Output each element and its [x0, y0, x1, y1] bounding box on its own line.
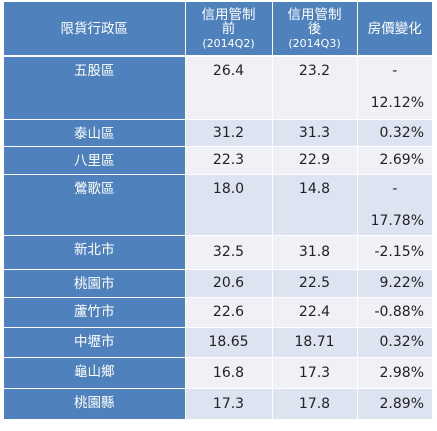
change-cell: -0.88% [357, 297, 432, 328]
before-cell: 22.3 [185, 146, 273, 175]
after-cell: 31.3 [272, 119, 358, 147]
after-cell: 18.71 [272, 327, 358, 358]
before-cell: 16.8 [185, 357, 273, 389]
district-cell: 八里區 [4, 146, 186, 175]
before-cell: 22.6 [185, 297, 273, 328]
table-row: 桃園市 20.6 22.5 9.22% [4, 269, 432, 298]
district-cell: 桃園市 [4, 269, 186, 298]
change-cell: 2.69% [357, 146, 432, 175]
district-cell: 蘆竹市 [4, 297, 186, 328]
district-cell: 龜山鄉 [4, 357, 186, 389]
after-cell: 17.3 [272, 357, 358, 389]
after-cell: 31.8 [272, 235, 358, 270]
table-row: 龜山鄉 16.8 17.3 2.98% [4, 357, 432, 389]
before-cell: 26.4 [185, 56, 273, 120]
table-row: 新北市 32.5 31.8 -2.15% [4, 235, 432, 270]
table-row: 桃園縣 17.3 17.8 2.89% [4, 388, 432, 420]
before-cell: 17.3 [185, 388, 273, 420]
table-row: 鶯歌區 18.0 14.8 - 17.78% [4, 174, 432, 236]
header-after: 信用管制 後 (2014Q3) [272, 2, 358, 57]
before-cell: 18.0 [185, 174, 273, 236]
district-cell: 泰山區 [4, 119, 186, 147]
after-cell: 22.9 [272, 146, 358, 175]
change-cell: 0.32% [357, 327, 432, 358]
header-change: 房價變化 [357, 2, 432, 57]
table-row: 中壢市 18.65 18.71 0.32% [4, 327, 432, 358]
table-row: 泰山區 31.2 31.3 0.32% [4, 119, 432, 147]
change-cell: - 12.12% [357, 56, 432, 120]
header-before: 信用管制 前 (2014Q2) [185, 2, 273, 57]
housing-price-table: 限貨行政區 信用管制 前 (2014Q2) 信用管制 後 (2014Q3) 房價… [4, 2, 432, 420]
change-cell: -2.15% [357, 235, 432, 270]
table-row: 五股區 26.4 23.2 - 12.12% [4, 56, 432, 120]
change-cell: 9.22% [357, 269, 432, 298]
district-cell: 五股區 [4, 56, 186, 120]
after-cell: 22.4 [272, 297, 358, 328]
after-cell: 17.8 [272, 388, 358, 420]
header-row: 限貨行政區 信用管制 前 (2014Q2) 信用管制 後 (2014Q3) 房價… [4, 2, 432, 57]
district-cell: 中壢市 [4, 327, 186, 358]
before-cell: 32.5 [185, 235, 273, 270]
before-cell: 18.65 [185, 327, 273, 358]
before-cell: 31.2 [185, 119, 273, 147]
change-cell: - 17.78% [357, 174, 432, 236]
district-cell: 鶯歌區 [4, 174, 186, 236]
table-row: 八里區 22.3 22.9 2.69% [4, 146, 432, 175]
after-cell: 22.5 [272, 269, 358, 298]
header-district: 限貨行政區 [4, 2, 186, 57]
district-cell: 新北市 [4, 235, 186, 270]
after-cell: 14.8 [272, 174, 358, 236]
after-cell: 23.2 [272, 56, 358, 120]
change-cell: 0.32% [357, 119, 432, 147]
table-row: 蘆竹市 22.6 22.4 -0.88% [4, 297, 432, 328]
change-cell: 2.89% [357, 388, 432, 420]
before-cell: 20.6 [185, 269, 273, 298]
change-cell: 2.98% [357, 357, 432, 389]
district-cell: 桃園縣 [4, 388, 186, 420]
